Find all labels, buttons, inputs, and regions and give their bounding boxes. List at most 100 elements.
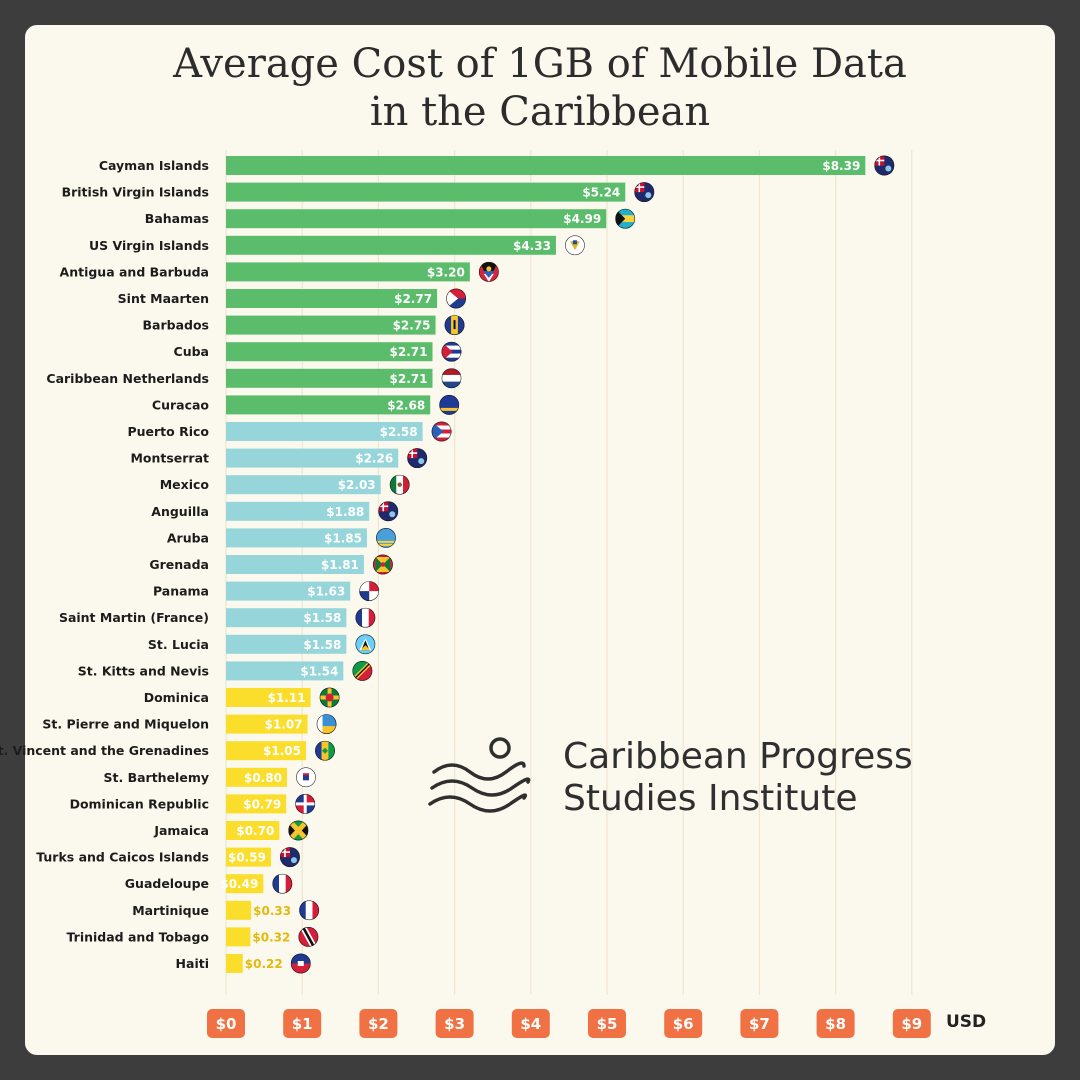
value-label: $5.24 (582, 186, 620, 200)
category-label: St. Pierre and Miquelon (42, 717, 209, 732)
x-tick-badge (588, 1009, 626, 1038)
flag-st-vincent-icon (315, 740, 336, 761)
bar (226, 528, 367, 548)
category-label: Caribbean Netherlands (46, 371, 209, 386)
x-tick-label: $9 (901, 1015, 922, 1033)
bar (226, 315, 436, 335)
chart-title-line-1: Average Cost of 1GB of Mobile Data (173, 41, 907, 87)
value-label: $1.85 (324, 531, 362, 545)
bar (226, 422, 423, 441)
bar (226, 368, 433, 388)
value-label: $0.22 (245, 957, 283, 971)
flag-martinique-icon (299, 900, 320, 921)
category-label: US Virgin Islands (89, 238, 209, 253)
bar (226, 448, 399, 468)
category-label: Martinique (132, 903, 209, 918)
flag-bahamas-icon (615, 208, 636, 229)
bar (226, 741, 307, 761)
value-label: $2.75 (393, 319, 431, 333)
category-label: Saint Martin (France) (59, 610, 209, 625)
value-label: $1.07 (265, 718, 303, 732)
bar (226, 209, 607, 229)
flag-cuba-icon (441, 341, 462, 362)
flag-barbados-icon (444, 315, 465, 336)
value-label: $4.33 (513, 239, 551, 253)
value-label: $2.58 (380, 425, 418, 439)
flag-aruba-icon (375, 527, 396, 548)
flag-cayman-islands-icon (874, 155, 895, 176)
bar (226, 289, 438, 308)
bar (226, 661, 344, 681)
category-label: Panama (153, 584, 209, 599)
value-label: $0.79 (243, 797, 281, 811)
value-label: $2.77 (394, 292, 432, 306)
x-tick-label: $4 (520, 1015, 541, 1033)
waves-and-sun-icon (428, 737, 531, 813)
value-label: $2.71 (390, 372, 428, 386)
bar (226, 634, 347, 654)
value-label: $2.71 (390, 345, 428, 359)
flag-turks-and-caicos-icon (279, 847, 300, 868)
bar (226, 821, 280, 840)
x-tick-badge (740, 1009, 779, 1038)
x-tick-label: $0 (216, 1015, 237, 1033)
value-label: $2.68 (387, 398, 425, 412)
bar (226, 395, 431, 415)
bar (226, 767, 287, 787)
bar (226, 555, 364, 574)
value-label: $0.59 (228, 851, 266, 865)
x-tick-badge (511, 1009, 550, 1038)
value-label: $1.63 (307, 585, 345, 599)
flag-st-pierre-and-miquelon-icon (316, 714, 337, 735)
x-tick-label: $5 (597, 1015, 618, 1033)
flag-saint-martin-icon (355, 607, 376, 628)
flag-montserrat-icon (407, 448, 428, 469)
category-label: Montserrat (130, 451, 209, 466)
flag-panama-icon (359, 581, 380, 602)
flag-curacao-icon (439, 394, 460, 415)
value-label: $1.11 (268, 691, 306, 705)
category-label: Antigua and Barbuda (60, 264, 209, 279)
category-label: British Virgin Islands (62, 185, 209, 200)
value-label: $0.80 (244, 771, 282, 785)
chart-title-line-2: in the Caribbean (369, 89, 711, 135)
x-tick-badge (207, 1009, 245, 1038)
category-label: Cuba (174, 344, 209, 359)
category-label: St. Lucia (148, 637, 209, 652)
value-label: $1.05 (263, 744, 301, 758)
category-label: Trinidad and Tobago (67, 929, 210, 944)
value-label: $1.88 (326, 505, 364, 519)
value-label: $1.81 (321, 558, 359, 572)
x-tick-badge (816, 1009, 855, 1038)
bar (226, 900, 252, 920)
bar (226, 581, 351, 601)
flag-antigua-and-barbuda-icon (478, 261, 499, 282)
flag-caribbean-netherlands-icon (441, 368, 462, 389)
flag-mexico-icon (389, 474, 410, 495)
category-label: Jamaica (153, 823, 209, 838)
flag-st-kitts-and-nevis-icon (352, 660, 373, 681)
bar (226, 927, 251, 947)
category-label: Puerto Rico (127, 424, 209, 439)
org-name: Caribbean Progress Studies Institute (563, 736, 913, 820)
org-name-line-2: Studies Institute (563, 778, 858, 819)
flag-us-virgin-islands-icon (564, 235, 585, 256)
category-label: Guadeloupe (125, 876, 209, 891)
bar (226, 954, 243, 973)
category-label: Cayman Islands (99, 158, 209, 173)
bar (226, 475, 381, 495)
flag-sint-maarten-icon (446, 288, 467, 309)
x-tick-label: $1 (292, 1015, 313, 1033)
value-label: $0.70 (236, 824, 274, 838)
flag-british-virgin-islands-icon (634, 182, 655, 203)
bar (226, 714, 308, 734)
flag-anguilla-icon (378, 501, 399, 522)
category-label: Anguilla (151, 504, 209, 519)
category-label: St. Barthelemy (104, 770, 210, 785)
category-label: Turks and Caicos Islands (36, 850, 209, 865)
bar (226, 608, 347, 628)
category-label: St. Kitts and Nevis (78, 663, 209, 678)
flag-trinidad-and-tobago-icon (298, 926, 319, 947)
x-axis-unit: USD (946, 1012, 987, 1032)
chart-title: Average Cost of 1GB of Mobile Data in th… (0, 40, 1080, 136)
